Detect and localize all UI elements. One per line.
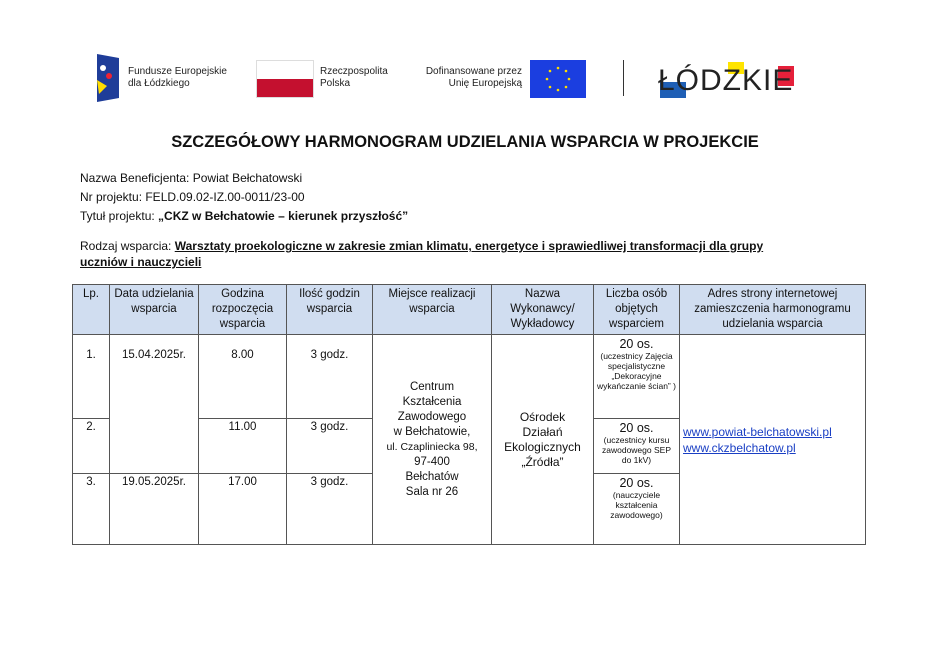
hours: 3 godz. [286,334,373,419]
support-type: Warsztaty proekologiczne w zakresie zmia… [80,239,764,269]
project-title-label: Tytuł projektu: [80,209,159,223]
contractor-line: Działań [522,424,563,439]
hours: 3 godz. [286,473,373,545]
place-line: Bełchatów [405,470,459,483]
count: 20 os. [619,476,654,490]
rp-text-2: Polska [320,78,351,89]
hours: 3 godz. [286,418,373,474]
lp: 1. [72,334,110,419]
website-cell: www.powiat-belchatowski.pl www.ckzbelcha… [679,334,866,545]
schedule-table: Lp. Data udzielania wsparcia Godzina roz… [72,284,866,545]
hour: 11.00 [198,418,287,474]
logo-bar: Fundusze Europejskie dla Łódzkiego Rzeczp… [90,52,810,104]
count-note: (uczestnicy kursu zawodowego SEP do 1kV) [602,435,671,465]
place-line: Centrum [409,380,455,393]
page-title: SZCZEGÓŁOWY HARMONOGRAM UDZIELANIA WSPAR… [171,133,759,151]
fe-text-2: dla Łódzkiego [128,78,190,89]
hour: 17.00 [198,473,287,545]
fe-logo-icon [97,54,119,102]
lp: 2. [72,418,110,474]
table-row: 3. 19.05.2025r. 17.00 3 godz. 20 os. (nau… [72,473,866,545]
header-count: Liczba osób objętych wsparciem [593,284,680,335]
place-line: Zawodowego [397,410,467,423]
contractor-line: „Źródła” [521,454,564,469]
place-line: 97-400 [414,455,450,468]
count: 20 os. [619,421,654,435]
lodzkie-logo: ŁÓDZKIE [658,62,794,98]
header-lp: Lp. [72,284,110,335]
header-contractor: Nazwa Wykonawcy/ Wykładowcy [491,284,594,335]
place-line: w Bełchatowie, [393,425,471,438]
eu-text-2: Unię Europejską [448,78,522,89]
eu-text-1: Dofinansowane przez [425,66,522,77]
header-place: Miejsce realizacji wsparcia [372,284,492,335]
count-note: (nauczyciele kształcenia zawodowego) [610,490,663,520]
divider [623,60,624,96]
place: Centrum Kształcenia Zawodowego w Bełchatowi… [372,334,492,545]
place-line: ul. Czapliniecka 98, [386,440,478,453]
hour: 8.00 [198,334,287,419]
count-cell: 20 os. (nauczyciele kształcenia zawodoweg… [593,473,680,545]
count-cell: 20 os. (uczestnicy Zajęcia specjalistyczn… [593,334,680,419]
count: 20 os. [619,337,654,351]
header-date: Data udzielania wsparcia [109,284,199,335]
header-hours: Ilość godzin wsparcia [286,284,373,335]
contractor-line: Ośrodek [519,409,566,424]
polish-flag-icon [256,60,314,98]
date: 19.05.2025r. [109,473,199,545]
contractor-line: Ekologicznych [504,439,581,454]
count-cell: 20 os. (uczestnicy kursu zawodowego SEP d… [593,418,680,474]
rp-text-1: Rzeczpospolita [320,66,388,77]
support-label: Rodzaj wsparcia: [80,239,175,253]
link-powiat[interactable]: www.powiat-belchatowski.pl [683,424,832,439]
beneficiary: Nazwa Beneficjenta: Powiat Bełchatowski [80,171,303,185]
lp: 3. [72,473,110,545]
link-ckz[interactable]: www.ckzbelchatow.pl [683,440,796,455]
count-note: (uczestnicy Zajęcia specjalistyczne „Dek… [597,351,676,391]
header-website: Adres strony internetowej zamieszczenia … [679,284,866,335]
header-hour: Godzina rozpoczęcia wsparcia [198,284,287,335]
place-line: Kształcenia [402,395,462,408]
project-number: Nr projektu: FELD.09.02-IZ.00-0011/23-00 [80,190,305,204]
fe-text-1: Fundusze Europejskie [128,66,227,77]
table-row: 2. 11.00 3 godz. 20 os. (uczestnicy kursu… [72,418,866,474]
table-row: 1. 15.04.2025r. 8.00 3 godz. Centrum Kszt… [72,334,866,545]
contractor: Ośrodek Działań Ekologicznych „Źródła” [491,334,594,545]
project-title: „CKZ w Bełchatowie – kierunek przyszłość… [158,209,409,223]
place-line: Sala nr 26 [405,485,459,498]
eu-flag-icon [530,60,586,98]
date: 15.04.2025r. [109,334,199,474]
